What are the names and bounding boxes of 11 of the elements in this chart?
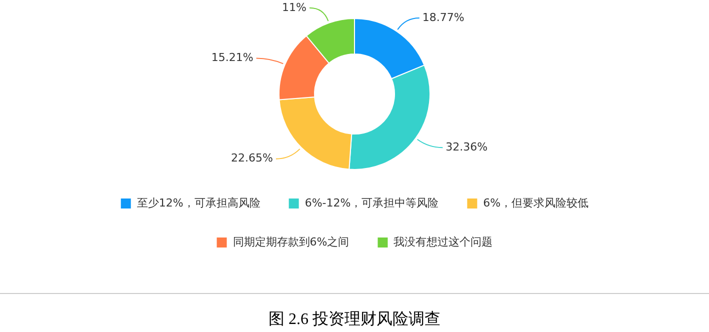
data-label: 18.77% xyxy=(422,10,464,24)
legend-label: 6%-12%，可承担中等风险 xyxy=(304,196,439,210)
data-label: 15.21% xyxy=(211,51,254,64)
data-label: 11% xyxy=(282,0,307,14)
legend-label: 6%，但要求风险较低 xyxy=(483,196,589,210)
legend-label: 至少12%，可承担高风险 xyxy=(136,196,260,210)
legend-label: 同期定期存款到6%之间 xyxy=(232,235,350,248)
data-label: 32.36% xyxy=(446,140,488,154)
legend-label: 我没有想过这个问题 xyxy=(394,235,493,248)
data-label: 22.65% xyxy=(231,152,273,165)
caption: 图 2.6 投资理财风险调查 xyxy=(268,310,442,330)
